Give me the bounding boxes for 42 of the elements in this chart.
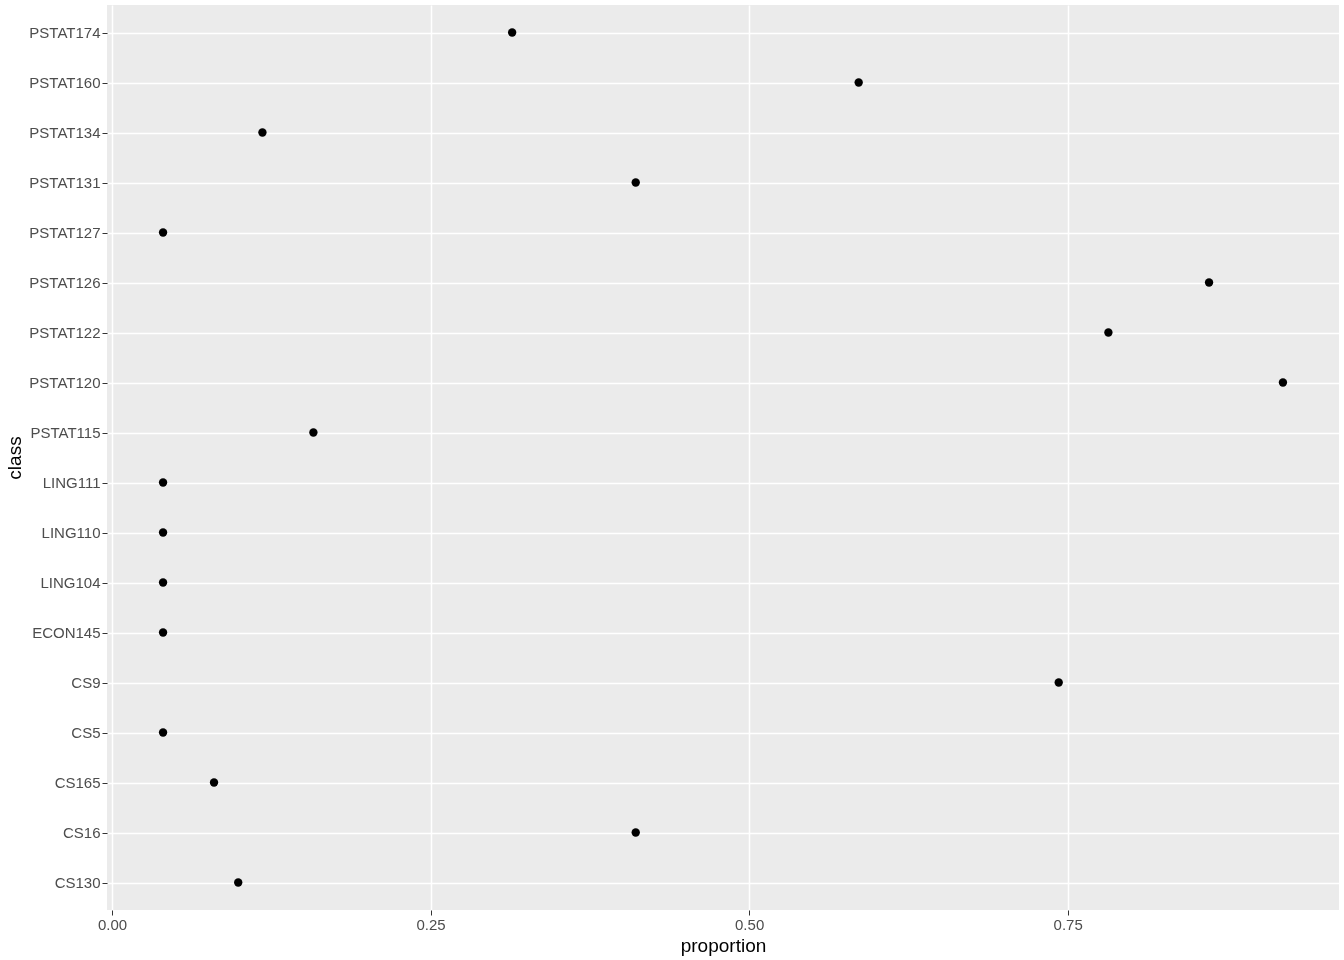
point (507, 28, 517, 37)
y-tick-label: PSTAT131 (29, 174, 101, 191)
y-tick-label: PSTAT174 (29, 24, 101, 41)
y-tick-label: CS130 (54, 874, 101, 891)
point (631, 178, 640, 187)
y-tick-label: PSTAT122 (29, 324, 101, 341)
y-tick-label: LING111 (42, 474, 101, 491)
y-tick-label: PSTAT127 (29, 224, 101, 241)
point (158, 228, 168, 237)
y-tick-label: CS165 (54, 774, 101, 791)
y-tick-label: PSTAT115 (30, 424, 101, 441)
y-tick-label: PSTAT126 (29, 274, 101, 291)
point (158, 578, 168, 587)
y-tick-label: LING104 (40, 574, 101, 591)
point (258, 128, 267, 137)
point (158, 528, 168, 537)
y-tick-label: LING110 (41, 524, 101, 541)
point (1278, 378, 1288, 387)
point (854, 78, 863, 87)
y-axis-title: class (4, 436, 26, 480)
point (158, 728, 168, 737)
x-tick-label: 0.25 (416, 915, 446, 933)
y-tick-label: PSTAT134 (29, 124, 101, 141)
point (309, 428, 318, 437)
x-axis-title: proportion (680, 934, 767, 956)
point (1204, 278, 1214, 287)
point (158, 628, 168, 637)
point (158, 478, 168, 487)
point (234, 878, 243, 887)
y-tick-label: CS5 (71, 724, 101, 741)
x-tick-label: 0.00 (97, 915, 128, 933)
x-tick-label: 0.75 (1053, 915, 1083, 933)
x-tick-label: 0.50 (735, 915, 765, 933)
y-tick-label: PSTAT160 (29, 74, 101, 91)
point (1104, 328, 1113, 337)
point (631, 828, 640, 837)
point (1054, 678, 1063, 687)
y-tick-label: ECON145 (32, 624, 101, 641)
point (209, 778, 219, 787)
y-tick-label: PSTAT120 (29, 374, 101, 391)
y-tick-label: CS9 (71, 674, 101, 691)
y-tick-label: CS16 (62, 824, 101, 841)
